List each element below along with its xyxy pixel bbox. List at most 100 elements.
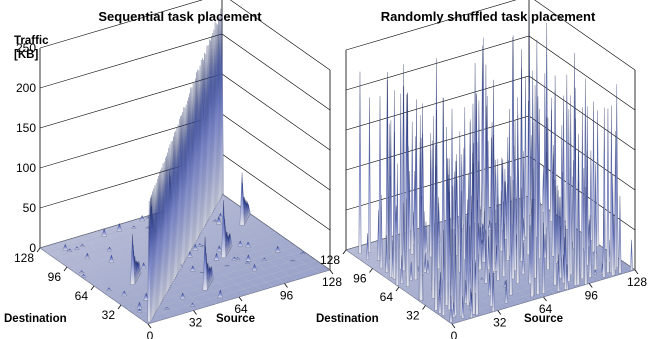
x-tick-label: 96 [280,289,294,303]
surface-spike [546,117,550,270]
surface-spike [139,214,145,222]
y-tick-mark [117,304,122,310]
x-tick-label: 96 [585,289,599,303]
surface-spike [224,264,230,267]
surface-spike [509,176,513,296]
surface-spike [244,261,251,264]
surface-spike [231,256,238,261]
z-gridline [39,0,331,71]
surface-spike [395,163,399,286]
surface-spike [466,221,470,306]
surface-spike [488,272,492,296]
surface-spike [438,280,442,314]
surface-spike [423,254,427,273]
surface-spike [106,287,112,291]
right-x-ticks: 0 32 64 96 128 [451,269,647,339]
left-surface [62,8,306,323]
x-tick-mark [451,323,456,329]
surface-spike [630,239,633,271]
surface-spike [564,225,568,290]
surface-spike [499,190,503,252]
surface-spike [426,260,430,274]
surface-spike [121,290,127,297]
surface-spike [196,243,203,247]
surface-spike [521,242,525,275]
surface-spike [116,222,123,232]
surface-spike [588,214,592,278]
surface-spike [549,97,553,222]
surface-spike [513,120,517,271]
y-tick-label: 32 [406,309,420,323]
x-tick-mark [147,323,152,329]
surface-spike [358,71,362,254]
x-tick-mark [497,310,502,315]
surface-spike [78,270,85,273]
surface-spike [530,198,534,298]
surface-spike [528,224,532,284]
surface-spike [239,172,245,226]
surface-spike [424,221,428,254]
surface-spike [565,74,569,230]
surface-spike [377,210,381,261]
surface-spike [406,93,410,287]
surface-spike [130,225,137,229]
surface-spike [392,132,396,280]
surface-spike [189,302,196,307]
surface-spike [80,273,87,278]
surface-spike [526,100,530,255]
left-x-ticks: 0 32 64 96 128 [147,269,342,339]
surface-spike [596,110,600,247]
surface-spike [414,136,418,281]
surface-spike [140,262,147,269]
surface-spike [496,196,500,281]
surface-spike [245,254,252,262]
surface-spike [79,243,86,247]
y-tick-label: 128 [14,251,34,265]
surface-spike [62,243,69,251]
surface-spike [480,277,484,280]
surface-spike [366,233,370,260]
surface-spike [593,268,597,275]
surface-spike [484,230,488,284]
floor-grid-line [199,200,308,277]
surface-spike [542,222,545,294]
surface-spike [485,95,489,268]
z-tick-label: 150 [16,121,36,135]
z-axis-title-line2: [KB] [14,49,38,61]
surface-spike [567,109,571,282]
surface-spike [108,254,115,263]
x-tick-mark [329,269,334,275]
x-tick-mark [588,283,593,288]
z-tick-label: 200 [16,81,36,95]
floor-grid-line [210,197,319,274]
x-tick-label: 128 [322,275,342,289]
x-tick-mark [634,269,639,275]
x-tick-mark [543,296,547,302]
surface-spike [523,76,527,238]
surface-spike [504,280,508,304]
surface-spike [66,248,73,252]
x-tick-label: 32 [189,316,203,330]
surface-spike [379,195,383,269]
surface-spike [533,85,537,279]
surface-spike [520,187,524,262]
surface-spike [234,257,241,260]
surface-spike [410,121,414,255]
surface-spike [613,131,617,271]
surface-spike [434,166,438,311]
surface-spike [516,97,520,284]
y-tick-mark [63,266,68,272]
surface-spike [502,201,506,277]
surface-spike [472,143,476,315]
surface-spike [378,96,382,254]
surface-spike [602,206,606,278]
surface-spike [452,302,456,318]
z-gridline [345,75,636,151]
left-z-ticks: 0 50 100 150 200 250 [16,41,36,255]
surface-spike [469,292,473,319]
surface-spike [463,107,467,260]
y-tick-mark [369,268,373,273]
surface-spike [491,270,495,312]
surface-spike [561,254,565,284]
surface-spike [251,263,258,272]
